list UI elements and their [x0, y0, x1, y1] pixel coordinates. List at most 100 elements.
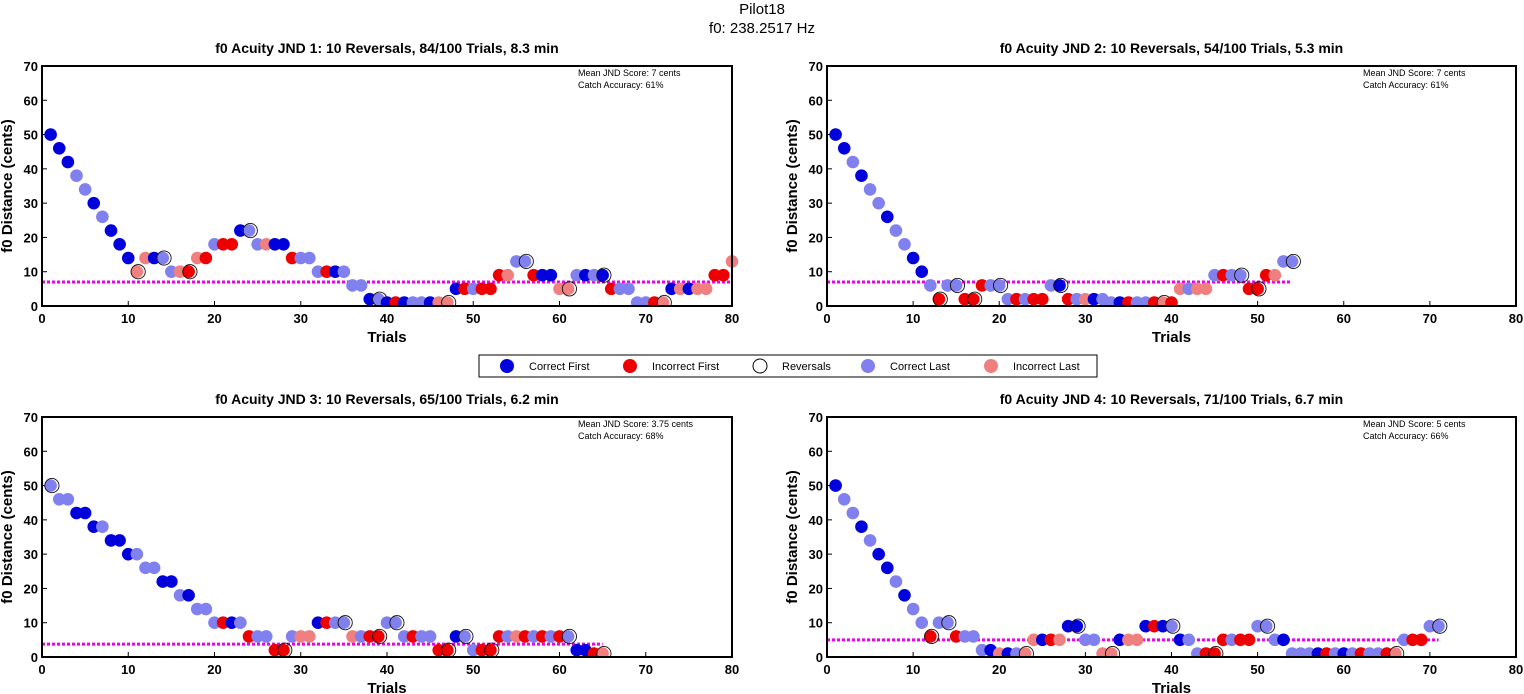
- y-tick-label: 30: [809, 196, 823, 211]
- x-tick-label: 80: [725, 662, 739, 677]
- data-point-cf: [880, 210, 894, 224]
- data-point-cl: [1259, 619, 1273, 633]
- reversal-marker: [1251, 281, 1267, 297]
- data-point-cl: [941, 616, 954, 630]
- plot-frame: [41, 416, 733, 658]
- data-point-il: [130, 265, 144, 279]
- data-point-cf: [328, 265, 342, 279]
- data-point-cl: [259, 630, 273, 643]
- legend: Correct First Incorrect First Reversals Cor…: [478, 354, 1098, 378]
- x-tick-label: 0: [38, 311, 45, 326]
- x-tick-label: 10: [906, 311, 920, 326]
- y-tick-label: 20: [809, 581, 823, 596]
- reversal-marker: [1053, 277, 1069, 293]
- data-point-il: [1053, 633, 1066, 647]
- data-point-if: [458, 282, 471, 296]
- data-point-if: [225, 237, 239, 251]
- data-point-cl: [906, 602, 920, 616]
- data-point-cl: [915, 616, 929, 630]
- data-point-if: [1036, 292, 1049, 306]
- data-point-cl: [78, 183, 92, 196]
- legend-marker-cf: [500, 359, 514, 373]
- reversal-marker: [993, 277, 1009, 293]
- data-point-cf: [855, 169, 868, 183]
- x-axis-label: Trials: [1152, 680, 1191, 694]
- chart-title: f0 Acuity JND 1: 10 Reversals, 84/100 Tr…: [215, 40, 558, 56]
- y-tick-label: 10: [24, 265, 38, 280]
- data-point-il: [596, 647, 609, 657]
- data-point-if: [604, 282, 618, 296]
- x-axis-label: Trials: [1152, 329, 1191, 346]
- data-point-cl: [1285, 255, 1299, 268]
- data-point-il: [346, 630, 359, 643]
- data-point-il: [1389, 647, 1402, 657]
- reversal-marker: [1208, 646, 1224, 657]
- y-tick-label: 50: [809, 479, 823, 494]
- x-tick-label: 60: [1337, 311, 1351, 326]
- data-point-cl: [337, 616, 351, 630]
- data-point-cl: [1234, 268, 1247, 282]
- reversal-marker: [1432, 618, 1448, 634]
- mean-jnd-score-text: Mean JND Score: 5 cents: [1363, 419, 1466, 429]
- data-point-cl: [389, 616, 402, 630]
- data-point-if: [1010, 292, 1023, 306]
- data-points: [829, 479, 1448, 657]
- reversal-marker: [518, 253, 534, 269]
- x-tick-label: 60: [552, 311, 566, 326]
- data-point-cl: [294, 251, 308, 265]
- data-point-if: [216, 237, 230, 251]
- data-point-cf: [1070, 619, 1084, 633]
- data-point-il: [441, 296, 454, 306]
- data-point-cf: [1173, 633, 1187, 647]
- x-tick-label: 50: [466, 662, 480, 677]
- data-point-cf: [104, 534, 118, 547]
- catch-accuracy-text: Catch Accuracy: 66%: [1363, 431, 1449, 441]
- reversal-marker: [44, 478, 60, 494]
- y-tick-label: 20: [24, 581, 38, 596]
- data-point-cl: [837, 492, 851, 506]
- data-point-cl: [423, 630, 437, 643]
- data-point-il: [1199, 282, 1213, 296]
- data-point-cf: [70, 506, 83, 520]
- legend-marker-cl: [861, 359, 875, 373]
- data-point-if: [320, 265, 333, 279]
- data-point-cl: [208, 237, 221, 251]
- data-point-if: [242, 630, 256, 643]
- data-point-cf: [268, 237, 282, 251]
- data-point-il: [190, 251, 204, 265]
- data-point-cl: [1268, 633, 1282, 647]
- data-point-cf: [837, 141, 851, 155]
- data-point-cf: [665, 282, 678, 296]
- data-point-cl: [1165, 619, 1178, 633]
- data-point-cl: [415, 630, 428, 643]
- data-point-il: [1130, 633, 1144, 647]
- data-point-cf: [225, 616, 239, 630]
- data-point-cf: [1053, 279, 1066, 292]
- data-point-il: [1268, 268, 1282, 282]
- y-tick-label: 70: [809, 59, 823, 74]
- x-tick-label: 40: [1164, 662, 1178, 677]
- legend-marker-reversals: [752, 358, 768, 374]
- data-point-if: [975, 279, 989, 292]
- data-point-cf: [829, 128, 842, 141]
- data-point-il: [294, 630, 308, 643]
- data-point-il: [1018, 647, 1032, 657]
- chart-panel-3: f0 Acuity JND 3: 10 Reversals, 65/100 Tr…: [0, 391, 739, 694]
- x-tick-label: 40: [380, 662, 394, 677]
- x-tick-label: 60: [552, 662, 566, 677]
- data-point-il: [561, 282, 575, 296]
- mean-jnd-score-text: Mean JND Score: 7 cents: [578, 68, 681, 78]
- data-point-if: [1414, 633, 1428, 647]
- y-axis-label: f0 Distance (cents): [784, 470, 801, 603]
- data-point-if: [492, 630, 506, 643]
- data-point-cl: [992, 279, 1006, 292]
- data-point-cl: [561, 630, 575, 643]
- figure-title-line1: Pilot18: [739, 1, 785, 18]
- data-point-cl: [570, 268, 584, 282]
- data-point-cl: [337, 265, 351, 279]
- x-tick-label: 20: [207, 662, 221, 677]
- data-point-cl: [889, 224, 903, 237]
- x-tick-label: 50: [1250, 311, 1264, 326]
- reversal-marker: [596, 267, 612, 283]
- data-point-if: [406, 630, 420, 643]
